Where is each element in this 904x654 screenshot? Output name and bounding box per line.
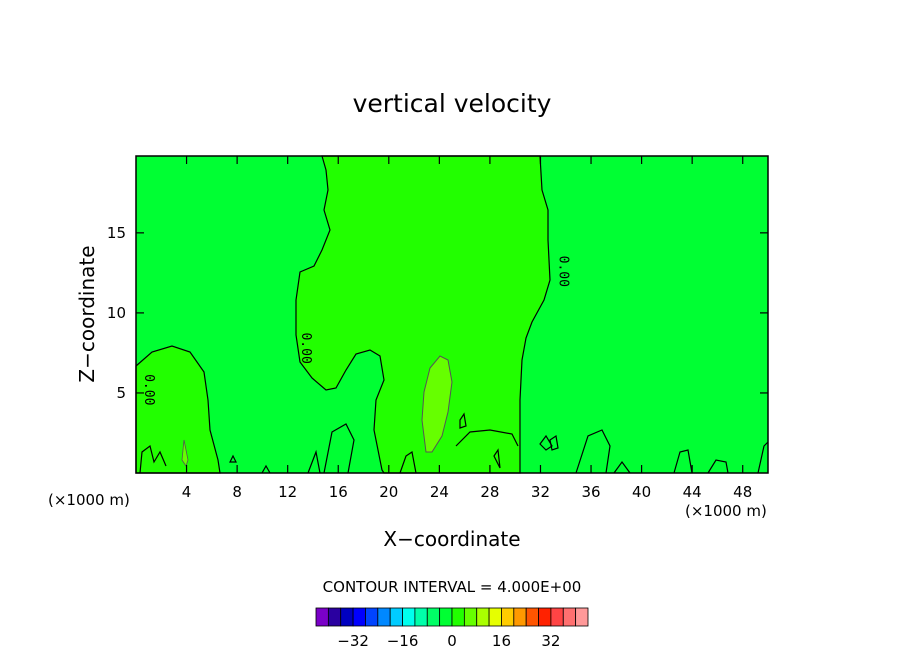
y-axis-ticks: 5 10 15 bbox=[107, 224, 768, 402]
contour-12 bbox=[575, 429, 611, 474]
colorbar-swatch bbox=[538, 607, 552, 627]
contour-interval-text: CONTOUR INTERVAL = 4.000E+00 bbox=[323, 578, 582, 596]
contour-2 bbox=[261, 464, 271, 474]
region-updraft-core bbox=[421, 355, 453, 453]
colorbar-swatch bbox=[315, 607, 329, 627]
colorbar-swatch bbox=[414, 607, 428, 627]
contour-10 bbox=[539, 434, 553, 451]
colorbar-swatch bbox=[562, 607, 577, 627]
region-central-updraft bbox=[295, 155, 551, 474]
x-tick-label: 40 bbox=[632, 483, 651, 501]
colorbar-swatch bbox=[550, 607, 564, 627]
x-tick-label: 44 bbox=[683, 483, 702, 501]
contour-14 bbox=[673, 449, 693, 474]
x-tick-label: 8 bbox=[232, 483, 242, 501]
x-axis-label: X−coordinate bbox=[383, 527, 520, 551]
colorbar-tick-label: 0 bbox=[447, 632, 457, 650]
contour-11 bbox=[549, 434, 559, 451]
colorbar-tick-label: 16 bbox=[492, 632, 511, 650]
colorbar-swatch bbox=[377, 607, 391, 627]
plot-frame bbox=[135, 155, 769, 474]
colorbar-swatch bbox=[575, 607, 589, 627]
y-tick-label: 15 bbox=[107, 224, 126, 242]
colorbar-swatch bbox=[488, 607, 502, 627]
colorbar-swatch bbox=[451, 607, 465, 627]
chart-title: vertical velocity bbox=[353, 89, 552, 118]
colorbar-tick-label: −32 bbox=[337, 632, 369, 650]
colorbar-tick-labels: −32 −16 0 16 32 bbox=[337, 632, 560, 650]
x-tick-label: 16 bbox=[329, 483, 348, 501]
x-tick-label: 32 bbox=[531, 483, 550, 501]
colorbar-swatch bbox=[463, 607, 478, 627]
contour-8 bbox=[459, 412, 467, 429]
colorbar-swatch bbox=[439, 607, 453, 627]
x-tick-label: 36 bbox=[581, 483, 600, 501]
x-tick-label: 12 bbox=[278, 483, 297, 501]
colorbar-swatch bbox=[365, 607, 379, 627]
y-axis-label: Z−coordinate bbox=[75, 245, 99, 382]
x-tick-label: 24 bbox=[430, 483, 449, 501]
contour-13 bbox=[613, 460, 631, 474]
contour-3 bbox=[229, 454, 237, 463]
contour-6 bbox=[399, 450, 417, 474]
x-tick-label: 48 bbox=[733, 483, 752, 501]
contour-7 bbox=[455, 429, 519, 447]
contour-9 bbox=[493, 448, 501, 469]
colorbar-swatch bbox=[352, 607, 366, 627]
colorbar-swatch bbox=[402, 607, 416, 627]
contour-15 bbox=[707, 459, 729, 474]
contour-label: 0.00 bbox=[141, 374, 156, 405]
colorbar-swatch bbox=[513, 607, 527, 627]
x-tick-label: 28 bbox=[480, 483, 499, 501]
x-unit-right: (×1000 m) bbox=[685, 502, 767, 520]
contour-label: 0.00 bbox=[556, 256, 571, 287]
x-tick-label: 4 bbox=[182, 483, 192, 501]
colorbar-swatch bbox=[327, 607, 342, 627]
colorbar bbox=[315, 607, 589, 627]
x-tick-label: 20 bbox=[379, 483, 398, 501]
contour-5 bbox=[323, 423, 355, 474]
colorbar-swatch bbox=[426, 607, 441, 627]
colorbar-swatch bbox=[525, 607, 539, 627]
contour-label: 0.00 bbox=[298, 332, 313, 363]
colorbar-tick-label: −16 bbox=[387, 632, 419, 650]
y-tick-label: 5 bbox=[116, 384, 126, 402]
contour-labels: 0.00 0.00 0.00 bbox=[141, 256, 571, 406]
colorbar-swatch bbox=[389, 607, 403, 627]
y-tick-label: 10 bbox=[107, 304, 126, 322]
contour-4 bbox=[307, 449, 321, 474]
small-contours bbox=[139, 412, 769, 474]
colorbar-tick-label: 32 bbox=[541, 632, 560, 650]
plot-area: 0.000.000.00 4 8 12 16 20 24 28 32 36 40 44 48 5101… bbox=[107, 155, 769, 501]
x-unit-left: (×1000 m) bbox=[48, 491, 130, 509]
colorbar-swatch bbox=[501, 607, 515, 627]
colorbar-swatch bbox=[340, 607, 354, 627]
x-axis-ticks: 4 8 12 16 20 24 28 32 36 40 44 48 bbox=[182, 156, 752, 501]
colorbar-swatch bbox=[476, 607, 490, 627]
contour-16 bbox=[757, 441, 769, 474]
contour-left-1 bbox=[139, 444, 167, 474]
